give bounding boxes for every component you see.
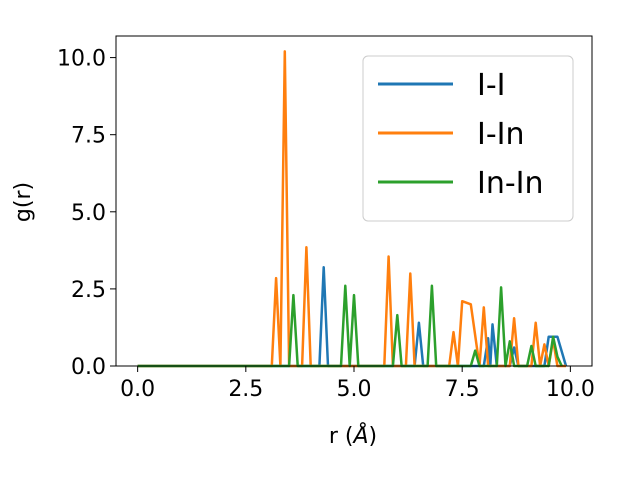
y-tick-label: 10.0 bbox=[57, 47, 106, 72]
legend-label-in-in: In-In bbox=[477, 166, 544, 201]
x-tick-label: 7.5 bbox=[445, 377, 480, 402]
x-tick-label: 5.0 bbox=[337, 377, 372, 402]
y-axis-label: g(r) bbox=[11, 182, 36, 222]
x-axis: 0.0 2.5 5.0 7.5 10.0 bbox=[120, 366, 595, 402]
legend[interactable]: I-I I-In In-In bbox=[362, 55, 574, 222]
y-tick-label: 5.0 bbox=[71, 201, 106, 226]
x-tick-label: 2.5 bbox=[228, 377, 263, 402]
legend-label-i-i: I-I bbox=[477, 68, 506, 103]
legend-box bbox=[362, 55, 574, 222]
x-tick-label: 0.0 bbox=[120, 377, 155, 402]
y-tick-label: 2.5 bbox=[71, 278, 106, 303]
series-line-in-in bbox=[137, 284, 563, 368]
y-tick-label: 7.5 bbox=[71, 124, 106, 149]
x-axis-label: r (Å) bbox=[329, 422, 377, 449]
y-tick-label: 0.0 bbox=[71, 355, 106, 380]
y-axis: 0.0 2.5 5.0 7.5 10.0 bbox=[57, 47, 116, 380]
x-tick-label: 10.0 bbox=[546, 377, 595, 402]
legend-label-i-in: I-In bbox=[477, 117, 525, 152]
